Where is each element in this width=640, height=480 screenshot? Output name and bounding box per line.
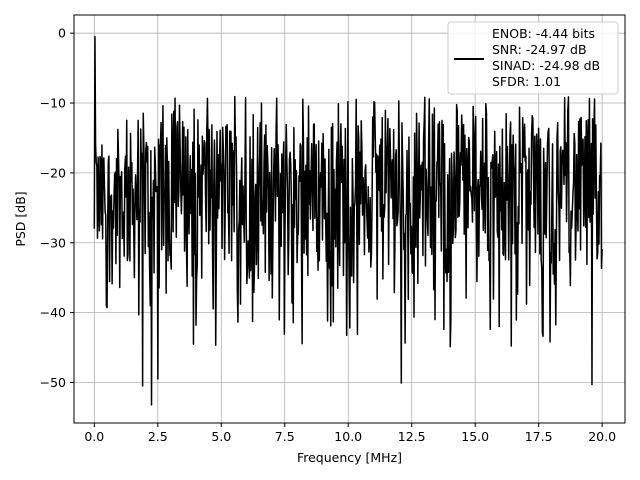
y-tick-label: 0 (58, 26, 66, 41)
y-tick-label: −50 (40, 375, 66, 390)
x-tick-label: 2.5 (148, 429, 168, 444)
x-axis-title: Frequency [MHz] (297, 450, 402, 465)
y-tick-label: −20 (40, 165, 66, 180)
y-axis: 0 −10 −20 −30 −40 −50 (40, 26, 74, 390)
psd-line (93, 35, 603, 406)
legend-entry-enob: ENOB: -4.44 bits (492, 26, 595, 41)
legend-entry-sfdr: SFDR: 1.01 (492, 74, 561, 89)
y-axis-title: PSD [dB] (13, 191, 28, 246)
x-tick-label: 10.0 (334, 429, 362, 444)
x-tick-label: 17.5 (525, 429, 553, 444)
x-tick-label: 5.0 (211, 429, 231, 444)
x-tick-label: 12.5 (398, 429, 426, 444)
psd-series (93, 35, 603, 406)
y-tick-label: −40 (40, 305, 66, 320)
y-tick-label: −10 (40, 96, 66, 111)
y-tick-label: −30 (40, 235, 66, 250)
legend-entry-sinad: SINAD: -24.98 dB (492, 58, 600, 73)
legend: ENOB: -4.44 bits SNR: -24.97 dB SINAD: -… (447, 21, 619, 95)
legend-box (447, 21, 619, 95)
x-tick-label: 7.5 (275, 429, 295, 444)
x-tick-label: 15.0 (461, 429, 489, 444)
x-tick-label: 0.0 (84, 429, 104, 444)
plot-frame (73, 14, 626, 424)
x-tick-label: 20.0 (588, 429, 616, 444)
x-axis: 0.0 2.5 5.0 7.5 10.0 12.5 15.0 17.5 20.0 (84, 423, 616, 444)
legend-entry-snr: SNR: -24.97 dB (492, 42, 587, 57)
